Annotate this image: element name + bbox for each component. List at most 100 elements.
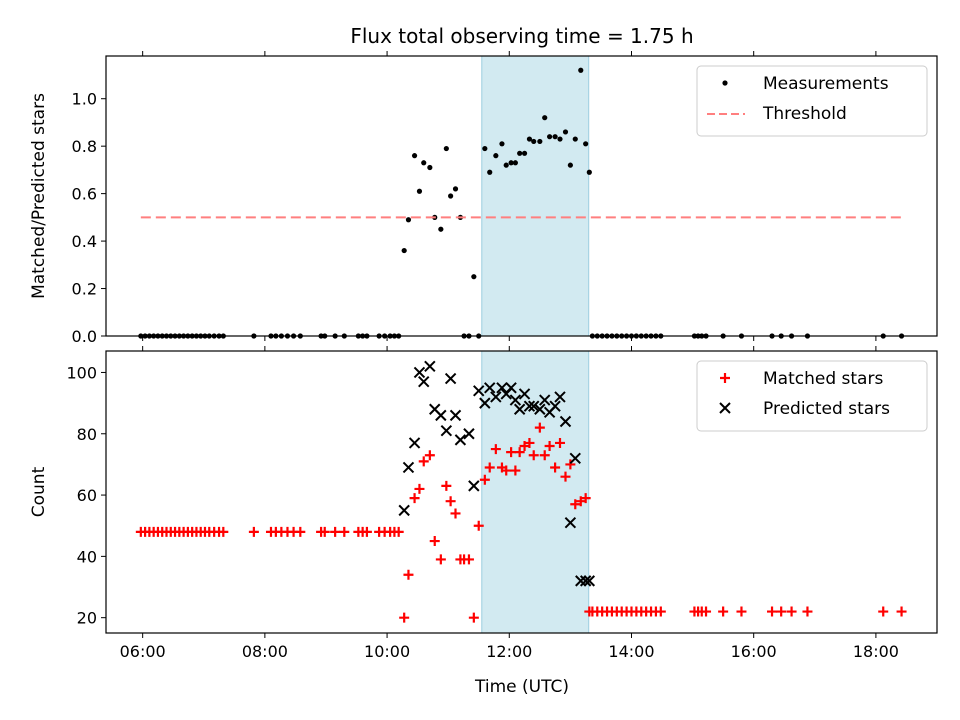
y-tick-label: 0.8 bbox=[72, 137, 97, 156]
matched-star-marker bbox=[479, 474, 490, 485]
legend-label: Measurements bbox=[763, 74, 889, 94]
y-tick-label: 80 bbox=[77, 425, 97, 444]
matched-star-marker bbox=[248, 526, 259, 537]
matched-star-marker bbox=[524, 437, 535, 448]
highlight-window bbox=[481, 55, 590, 337]
matched-star-marker bbox=[295, 526, 306, 537]
measurement-point bbox=[443, 145, 449, 152]
x-tick-label: 18:00 bbox=[853, 642, 899, 661]
y-tick-label: 40 bbox=[77, 547, 97, 566]
matched-star-marker bbox=[463, 554, 474, 565]
predicted-star-marker bbox=[523, 400, 536, 412]
predicted-star-marker bbox=[413, 366, 426, 379]
matched-star-marker bbox=[450, 508, 461, 519]
predicted-star-marker bbox=[559, 415, 572, 428]
predicted-star-marker bbox=[440, 424, 453, 437]
matched-star-marker bbox=[655, 606, 666, 617]
measurement-point bbox=[562, 129, 569, 135]
x-axis-label: Time (UTC) bbox=[474, 677, 569, 697]
measurement-point bbox=[405, 217, 412, 223]
matched-star-marker bbox=[580, 493, 591, 504]
matched-star-marker bbox=[418, 456, 429, 467]
matched-star-marker bbox=[361, 526, 372, 537]
axes-frame bbox=[105, 55, 938, 337]
measurement-point bbox=[552, 134, 558, 140]
matched-star-marker bbox=[544, 441, 555, 452]
matched-star-marker bbox=[330, 526, 341, 537]
predicted-star-marker bbox=[424, 360, 436, 373]
legend-measurement-swatch bbox=[722, 80, 728, 86]
legend-label: Matched stars bbox=[763, 369, 883, 389]
predicted-star-marker bbox=[575, 575, 587, 587]
legend-predicted-swatch bbox=[719, 402, 731, 414]
predicted-star-marker bbox=[479, 397, 491, 409]
matched-star-marker bbox=[554, 437, 565, 448]
measurement-point bbox=[572, 136, 578, 142]
measurement-point bbox=[531, 138, 537, 145]
measurement-point bbox=[438, 226, 444, 232]
predicted-star-marker bbox=[418, 375, 430, 388]
y-tick-label: 0.0 bbox=[72, 327, 97, 346]
matched-star-marker bbox=[414, 483, 425, 494]
predicted-star-marker bbox=[402, 461, 415, 474]
predicted-star-marker bbox=[449, 409, 462, 422]
measurement-point bbox=[401, 247, 407, 254]
highlight-window bbox=[481, 350, 590, 634]
predicted-star-marker bbox=[496, 382, 508, 394]
measurement-point bbox=[508, 160, 514, 166]
measurement-point bbox=[411, 153, 418, 159]
matched-star-marker bbox=[786, 606, 797, 617]
predicted-star-marker bbox=[509, 394, 522, 406]
predicted-star-marker bbox=[549, 400, 561, 412]
measurement-point bbox=[547, 134, 553, 140]
predicted-star-marker bbox=[444, 372, 457, 385]
measurement-point bbox=[537, 138, 543, 145]
legend-box bbox=[696, 65, 928, 137]
matched-star-marker bbox=[528, 450, 539, 461]
matched-star-marker bbox=[403, 569, 414, 580]
matched-star-marker bbox=[468, 612, 479, 623]
y-tick-label: 0.4 bbox=[72, 232, 97, 251]
measurement-point bbox=[448, 193, 454, 199]
matched-star-marker bbox=[501, 465, 512, 476]
y-tick-label: 60 bbox=[77, 486, 97, 505]
matched-star-marker bbox=[539, 450, 550, 461]
predicted-star-marker bbox=[539, 394, 551, 406]
measurement-point bbox=[521, 150, 528, 156]
y-axis-label: Matched/Predicted stars bbox=[29, 93, 49, 299]
matched-star-marker bbox=[560, 471, 571, 482]
matched-star-marker bbox=[550, 462, 561, 473]
matched-star-marker bbox=[399, 612, 410, 623]
y-tick-label: 1.0 bbox=[72, 90, 97, 109]
predicted-star-marker bbox=[490, 391, 502, 403]
matched-star-marker bbox=[218, 526, 229, 537]
predicted-star-marker bbox=[579, 575, 592, 587]
measurement-point bbox=[487, 169, 493, 175]
matched-star-marker bbox=[393, 526, 404, 537]
predicted-star-marker bbox=[408, 437, 421, 449]
matched-star-marker bbox=[435, 554, 446, 565]
matched-star-marker bbox=[534, 422, 545, 433]
matched-star-marker bbox=[802, 606, 813, 617]
legend-label: Predicted stars bbox=[763, 399, 890, 419]
x-tick-label: 14:00 bbox=[608, 642, 654, 661]
predicted-star-marker bbox=[518, 388, 531, 400]
axes-frame bbox=[105, 350, 938, 634]
measurement-point bbox=[452, 186, 459, 192]
chart-title: Flux total observing time = 1.75 h bbox=[350, 24, 693, 48]
x-tick-label: 12:00 bbox=[486, 642, 532, 661]
measurement-point bbox=[416, 188, 423, 194]
predicted-star-marker bbox=[435, 409, 447, 422]
legend-matched-swatch bbox=[720, 373, 730, 383]
measurement-point bbox=[427, 164, 433, 171]
predicted-star-marker bbox=[528, 400, 540, 412]
matched-star-marker bbox=[490, 444, 501, 455]
matched-star-marker bbox=[445, 496, 456, 507]
predicted-star-marker bbox=[463, 428, 475, 440]
matched-star-marker bbox=[473, 520, 484, 531]
matched-star-marker bbox=[409, 493, 420, 504]
predicted-star-marker bbox=[564, 516, 577, 529]
y-tick-label: 20 bbox=[77, 609, 97, 628]
measurement-point bbox=[471, 274, 477, 280]
measurement-point bbox=[499, 141, 505, 147]
